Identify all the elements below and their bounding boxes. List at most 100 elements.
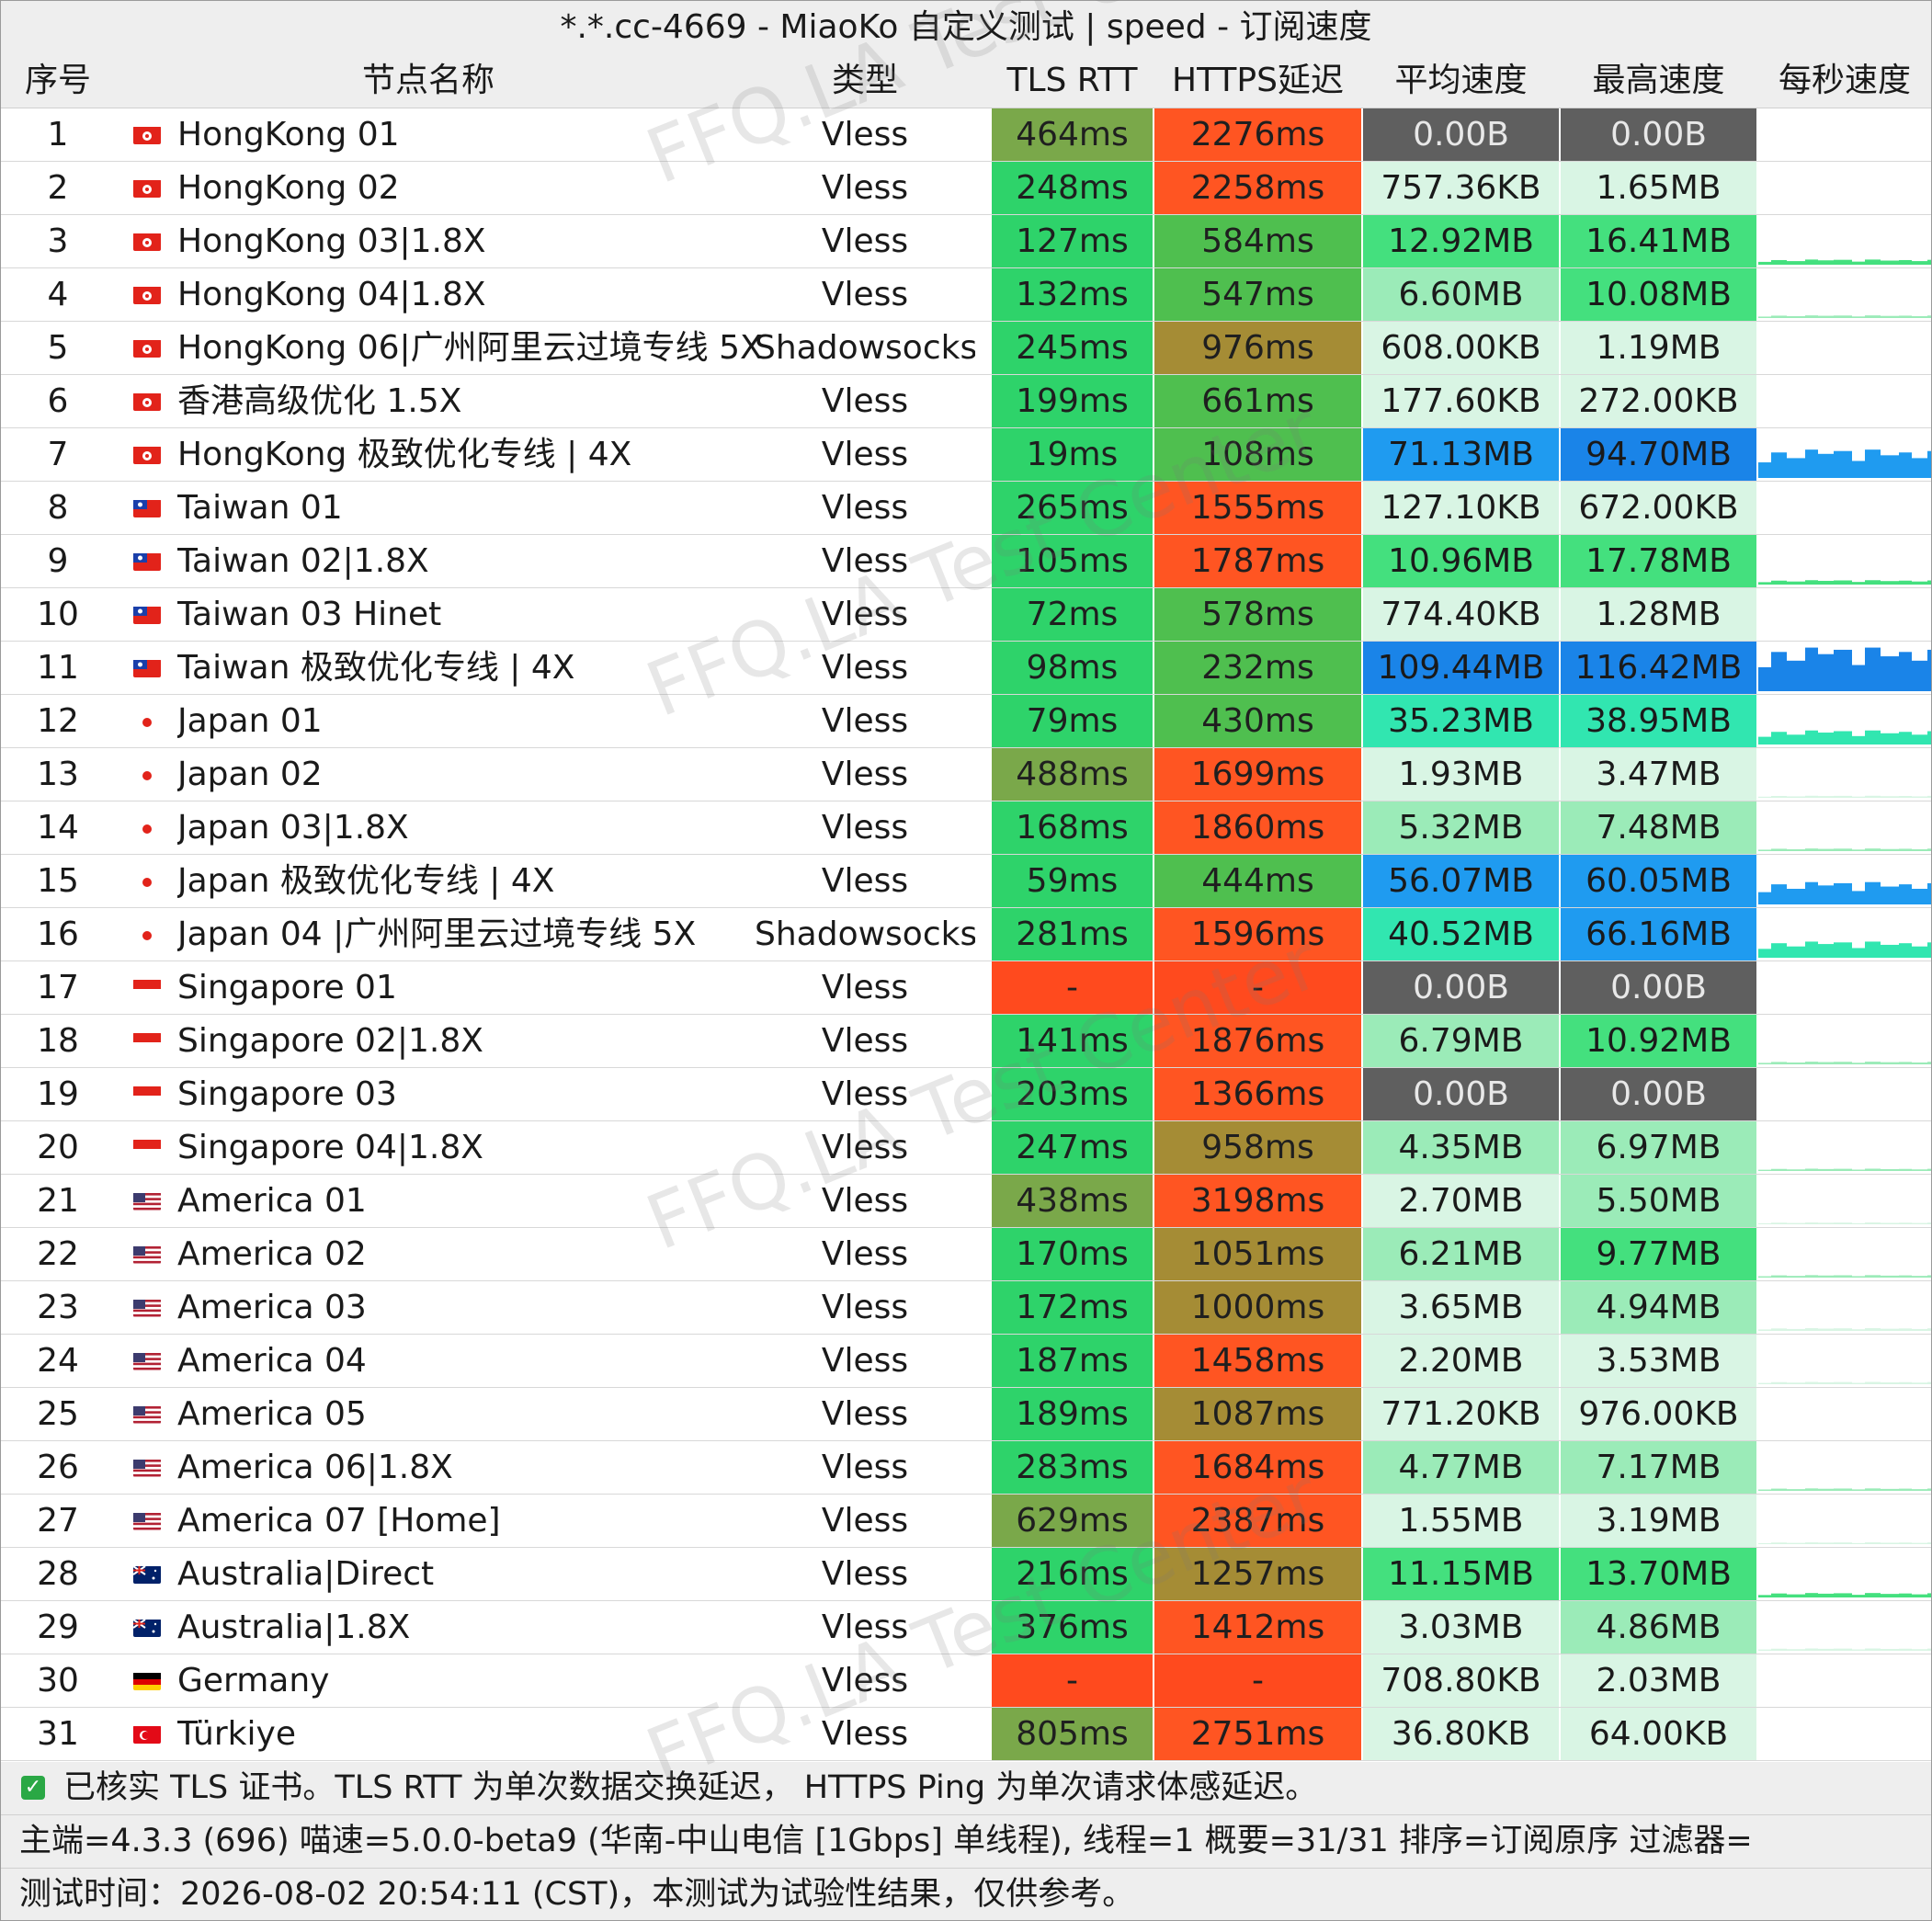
node-name: Australia|Direct — [177, 1555, 435, 1593]
header-avg-speed[interactable]: 平均速度 — [1394, 62, 1528, 99]
table-row[interactable]: 9 Taiwan 02|1.8X Vless 105ms 1787ms 10.96MB 17… — [1, 535, 1931, 588]
tls-rtt-cell: 464ms — [992, 108, 1154, 161]
speed-bar — [1834, 1275, 1852, 1278]
node-name: Japan 04 |广州阿里云过境专线 5X — [177, 915, 697, 953]
speed-bar — [1865, 1542, 1881, 1544]
table-row[interactable]: 12 Japan 01 Vless 79ms 430ms 35.23MB 38.95MB — [1, 695, 1931, 748]
speed-bar — [1771, 795, 1787, 798]
table-row[interactable]: 25 America 05 Vless 189ms 1087ms 771.20KB 976.… — [1, 1388, 1931, 1441]
header-index[interactable]: 序号 — [24, 62, 91, 99]
row-index: 28 — [37, 1555, 79, 1593]
table-row[interactable]: 8 Taiwan 01 Vless 265ms 1555ms 127.10KB 672.00… — [1, 482, 1931, 535]
speed-bar — [1852, 891, 1865, 904]
speed-bar — [1758, 1649, 1771, 1651]
https-latency-cell: 2258ms — [1154, 162, 1362, 214]
table-row[interactable]: 20 Singapore 04|1.8X Vless 247ms 958ms 4.35MB… — [1, 1121, 1931, 1175]
node-name: Japan 03|1.8X — [177, 809, 409, 847]
node-type: Shadowsocks — [755, 329, 975, 367]
speed-bar — [1865, 795, 1881, 798]
speed-sparkline — [1758, 1121, 1931, 1174]
table-row[interactable]: 27 America 07 [Home] Vless 629ms 2387ms 1.55M… — [1, 1495, 1931, 1548]
speed-sparkline — [1758, 642, 1931, 694]
https-latency-cell: 2387ms — [1154, 1495, 1362, 1547]
table-row[interactable]: 29 Australia|1.8X Vless 376ms 1412ms 3.03MB 4.… — [1, 1601, 1931, 1654]
table-row[interactable]: 23 America 03 Vless 172ms 1000ms 3.65MB 4.94MB — [1, 1281, 1931, 1335]
node-type: Vless — [821, 489, 909, 527]
table-row[interactable]: 10 Taiwan 03 Hinet Vless 72ms 578ms 774.40KB 1… — [1, 588, 1931, 642]
https-latency-cell: 547ms — [1154, 268, 1362, 321]
us-flag-icon — [133, 1459, 161, 1477]
speed-bar — [1899, 1593, 1912, 1597]
table-row[interactable]: 24 America 04 Vless 187ms 1458ms 2.20MB 3.53MB — [1, 1335, 1931, 1388]
tw-flag-icon — [133, 606, 161, 624]
tls-rtt-cell: 216ms — [992, 1548, 1154, 1600]
node-name: America 05 — [177, 1395, 367, 1433]
jp-flag-icon — [133, 819, 161, 837]
row-index: 4 — [47, 276, 69, 313]
table-row[interactable]: 28 Australia|Direct Vless 216ms 1257ms 11.15M… — [1, 1548, 1931, 1601]
table-row[interactable]: 18 Singapore 02|1.8X Vless 141ms 1876ms 6.79M… — [1, 1015, 1931, 1068]
table-row[interactable]: 6 香港高级优化 1.5X Vless 199ms 661ms 177.60KB 272.0… — [1, 375, 1931, 428]
speed-bar — [1865, 1648, 1881, 1651]
header-max-speed[interactable]: 最高速度 — [1592, 62, 1725, 99]
max-speed-cell: 13.70MB — [1561, 1548, 1756, 1600]
table-row[interactable]: 14 Japan 03|1.8X Vless 168ms 1860ms 5.32MB 7.4… — [1, 801, 1931, 855]
speed-bar — [1758, 849, 1771, 851]
speed-bar — [1912, 1649, 1927, 1651]
table-row[interactable]: 16 Japan 04 |广州阿里云过境专线 5X Shadowsocks 281ms… — [1, 908, 1931, 961]
us-flag-icon — [133, 1352, 161, 1370]
speed-bar — [1852, 1489, 1865, 1491]
speed-bar — [1852, 1222, 1865, 1224]
table-row[interactable]: 31 Türkiye Vless 805ms 2751ms 36.80KB 64.00KB — [1, 1708, 1931, 1761]
tls-rtt-cell: 72ms — [992, 588, 1154, 641]
speed-bar — [1865, 941, 1881, 958]
tls-rtt-cell: 376ms — [992, 1601, 1154, 1654]
table-row[interactable]: 1 HongKong 01 Vless 464ms 2276ms 0.00B 0.00B — [1, 108, 1931, 162]
speed-bar — [1787, 888, 1805, 904]
table-row[interactable]: 19 Singapore 03 Vless 203ms 1366ms 0.00B 0.00B — [1, 1068, 1931, 1121]
table-row[interactable]: 5 HongKong 06|广州阿里云过境专线 5X Shadowsocks 245m… — [1, 322, 1931, 375]
table-row[interactable]: 3 HongKong 03|1.8X Vless 127ms 584ms 12.92MB 1… — [1, 215, 1931, 268]
node-name: Singapore 02|1.8X — [177, 1022, 483, 1060]
https-latency-cell: 430ms — [1154, 695, 1362, 747]
speed-bar — [1912, 458, 1927, 478]
avg-speed-cell: 0.00B — [1363, 1068, 1560, 1120]
node-type: Vless — [821, 1235, 909, 1273]
header-node-name[interactable]: 节点名称 — [361, 62, 494, 99]
row-index: 3 — [47, 222, 69, 260]
table-row[interactable]: 30 Germany Vless - -708.80KB 2.03MB — [1, 1654, 1931, 1708]
speed-bar — [1834, 580, 1852, 585]
table-row[interactable]: 13 Japan 02 Vless 488ms 1699ms 1.93MB 3.47MB — [1, 748, 1931, 801]
table-row[interactable]: 7 HongKong 极致优化专线 | 4X Vless 19ms 108ms 71.13… — [1, 428, 1931, 482]
avg-speed-cell: 3.65MB — [1363, 1281, 1560, 1334]
table-row[interactable]: 4 HongKong 04|1.8X Vless 132ms 547ms 6.60MB 10… — [1, 268, 1931, 322]
row-index: 18 — [37, 1022, 79, 1060]
https-latency-cell: - — [1154, 1654, 1362, 1707]
speed-bar — [1927, 1222, 1931, 1224]
speed-bar — [1805, 1062, 1818, 1064]
table-row[interactable]: 22 America 02 Vless 170ms 1051ms 6.21MB 9.77MB — [1, 1228, 1931, 1281]
speed-bar — [1899, 259, 1912, 265]
table-row[interactable]: 26 America 06|1.8X Vless 283ms 1684ms 4.77MB 7… — [1, 1441, 1931, 1495]
tw-flag-icon — [133, 499, 161, 517]
header-per-second-speed[interactable]: 每秒速度 — [1778, 62, 1911, 99]
speed-bar — [1881, 1649, 1899, 1651]
table-row[interactable]: 11 Taiwan 极致优化专线 | 4X Vless 98ms 232ms 109.44… — [1, 642, 1931, 695]
header-https-latency[interactable]: HTTPS延迟 — [1172, 62, 1344, 99]
speed-bar — [1805, 1222, 1818, 1224]
header-tls-rtt[interactable]: TLS RTT — [1006, 62, 1138, 99]
speed-bar — [1787, 581, 1805, 585]
max-speed-cell: 1.28MB — [1561, 588, 1756, 641]
speed-bar — [1758, 1595, 1771, 1597]
https-latency-cell: 1555ms — [1154, 482, 1362, 534]
header-type[interactable]: 类型 — [831, 62, 898, 99]
speed-bar — [1912, 734, 1927, 745]
tls-rtt-cell: 105ms — [992, 535, 1154, 587]
table-row[interactable]: 17 Singapore 01 Vless - -0.00B 0.00B — [1, 961, 1931, 1015]
speed-sparkline — [1758, 908, 1931, 960]
table-row[interactable]: 15 Japan 极致优化专线 | 4X Vless 59ms 444ms 56.07MB… — [1, 855, 1931, 908]
speed-bar — [1818, 1328, 1834, 1331]
table-row[interactable]: 2 HongKong 02 Vless 248ms 2258ms 757.36KB 1.65… — [1, 162, 1931, 215]
table-row[interactable]: 21 America 01 Vless 438ms 3198ms 2.70MB 5.50MB — [1, 1175, 1931, 1228]
speed-bar — [1899, 1328, 1912, 1331]
